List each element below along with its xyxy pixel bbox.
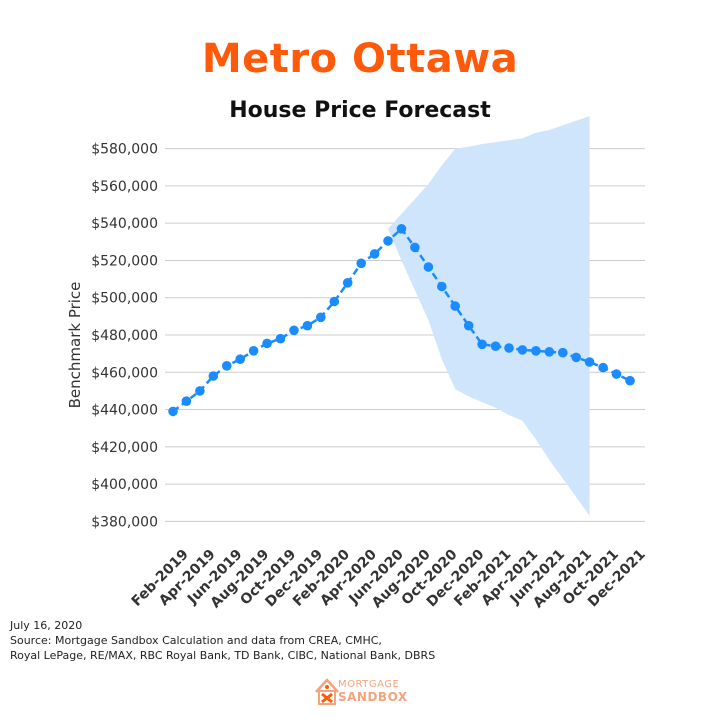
y-tick-label: $520,000	[91, 253, 158, 269]
logo-line-2: SANDBOX	[338, 690, 408, 704]
price-point	[437, 281, 447, 292]
price-point	[531, 346, 541, 356]
price-point	[289, 325, 299, 336]
price-point	[598, 362, 608, 373]
footer-source-line-1: Source: Mortgage Sandbox Calculation and…	[10, 634, 382, 647]
price-point	[181, 396, 192, 407]
logo-line-1: MORTGAGE	[338, 679, 400, 690]
price-points	[168, 224, 635, 417]
price-point	[195, 386, 205, 396]
y-tick-label: $500,000	[91, 291, 158, 307]
price-point	[410, 242, 420, 253]
price-point	[396, 224, 407, 234]
chart-subtitle: House Price Forecast	[229, 98, 491, 123]
price-point	[208, 371, 219, 381]
price-point	[369, 249, 380, 259]
price-point	[490, 341, 501, 352]
price-point	[477, 339, 487, 350]
price-point	[302, 320, 313, 331]
price-point	[504, 343, 514, 353]
y-tick-label: $380,000	[91, 514, 158, 530]
y-tick-label: $400,000	[91, 477, 158, 493]
price-point	[463, 320, 474, 331]
price-point	[168, 406, 178, 417]
mortgage-sandbox-logo: MORTGAGE SANDBOX	[338, 679, 408, 703]
price-point	[342, 278, 353, 288]
price-point	[235, 354, 245, 365]
footer-source: July 16, 2020 Source: Mortgage Sandbox C…	[10, 618, 435, 663]
y-tick-label: $420,000	[91, 440, 158, 456]
y-tick-label: $440,000	[91, 403, 158, 419]
price-point	[222, 361, 232, 371]
price-point	[423, 262, 434, 272]
forecast-range-area	[388, 116, 590, 516]
y-axis-label: Benchmark Price	[66, 282, 84, 409]
chart-title: Metro Ottawa	[201, 36, 519, 82]
price-point	[571, 352, 581, 363]
price-point	[329, 296, 340, 307]
price-point	[383, 236, 393, 246]
price-point	[356, 258, 367, 269]
footer-source-line-2: Royal LePage, RE/MAX, RBC Royal Bank, TD…	[10, 649, 436, 662]
price-point	[316, 312, 326, 323]
price-point	[584, 357, 595, 367]
price-point	[558, 347, 568, 358]
y-tick-label: $460,000	[91, 365, 158, 381]
y-tick-label: $580,000	[91, 142, 158, 158]
footer-date: July 16, 2020	[10, 619, 83, 632]
house-x-icon	[315, 678, 339, 705]
price-point	[248, 346, 259, 356]
price-point	[517, 345, 528, 355]
y-tick-label: $480,000	[91, 328, 158, 344]
price-point	[625, 375, 635, 386]
price-point	[544, 347, 555, 357]
price-point	[450, 301, 461, 311]
price-point	[262, 338, 272, 349]
forecast-band	[388, 116, 590, 516]
price-point	[275, 333, 286, 344]
x-axis-ticks: Feb-2019Apr-2019Jun-2019Aug-2019Oct-2019…	[129, 546, 649, 611]
y-axis-ticks: $380,000 $400,000 $420,000 $440,000 $460,000…	[91, 142, 158, 531]
y-tick-label: $560,000	[91, 179, 158, 195]
price-point	[611, 369, 622, 379]
y-tick-label: $540,000	[91, 216, 158, 232]
